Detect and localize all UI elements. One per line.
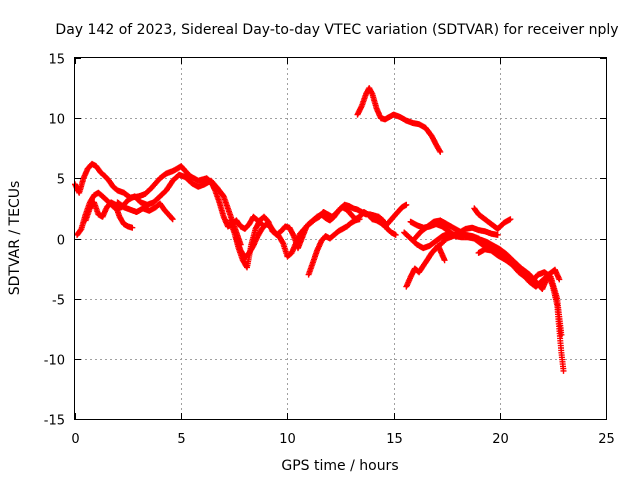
data-point bbox=[560, 367, 567, 374]
axis-ticks: 0 5 10 15 20 25 -15 -10 -5 0 5 10 15 bbox=[44, 53, 615, 448]
y-tick-label: -15 bbox=[44, 414, 65, 429]
grid bbox=[75, 58, 606, 419]
series-track-4 bbox=[114, 199, 176, 223]
y-tick-label: 15 bbox=[48, 53, 65, 68]
y-tick-label: 0 bbox=[57, 234, 65, 249]
series-track-14 bbox=[471, 205, 514, 232]
series-track-8 bbox=[354, 85, 444, 155]
data-point bbox=[403, 201, 410, 208]
x-tick-label: 10 bbox=[279, 432, 296, 447]
x-tick-label: 0 bbox=[71, 432, 79, 447]
series-track-13 bbox=[431, 224, 501, 254]
series-track-6 bbox=[233, 201, 410, 261]
x-tick-label: 25 bbox=[598, 432, 615, 447]
data-point bbox=[507, 216, 514, 223]
x-tick-label: 5 bbox=[177, 432, 185, 447]
data-point bbox=[129, 224, 136, 231]
data-point bbox=[356, 216, 363, 223]
x-axis-label: GPS time / hours bbox=[281, 458, 398, 474]
x-tick-label: 15 bbox=[386, 432, 403, 447]
data-point bbox=[437, 148, 444, 155]
series-track-3 bbox=[82, 199, 136, 231]
data-point bbox=[169, 216, 176, 223]
chart-title: Day 142 of 2023, Sidereal Day-to-day VTE… bbox=[55, 22, 618, 38]
series-track-7 bbox=[305, 216, 363, 278]
data-point bbox=[494, 231, 501, 238]
data-point bbox=[556, 276, 563, 283]
series-track-15 bbox=[475, 246, 563, 292]
y-tick-label: 10 bbox=[48, 113, 65, 128]
data-point bbox=[392, 231, 399, 238]
data-marks bbox=[72, 85, 567, 374]
data-point bbox=[441, 257, 448, 264]
series-track-12 bbox=[403, 242, 448, 290]
y-axis-label: SDTVAR / TECUs bbox=[7, 181, 23, 296]
y-tick-label: -5 bbox=[52, 294, 65, 309]
y-tick-label: 5 bbox=[57, 173, 65, 188]
y-tick-label: -10 bbox=[44, 354, 65, 369]
plot-frame bbox=[74, 57, 607, 420]
x-tick-label: 20 bbox=[492, 432, 509, 447]
